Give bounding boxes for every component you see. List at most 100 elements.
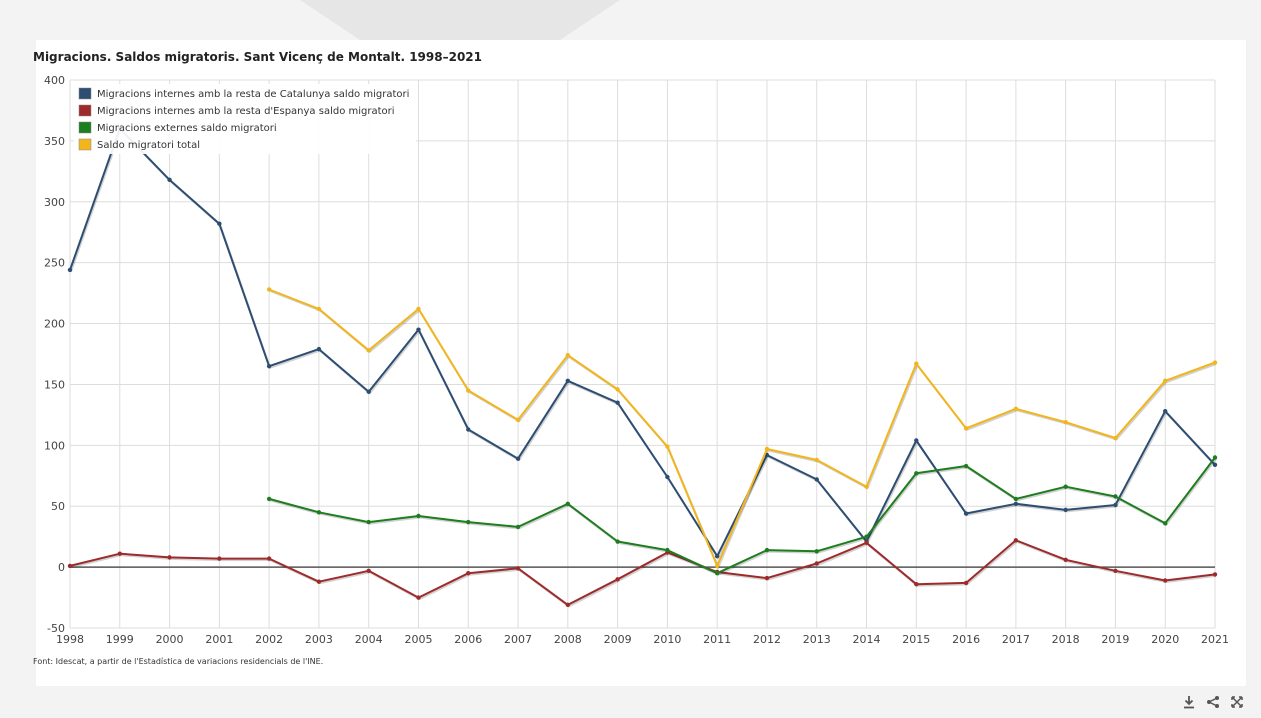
data-point: [914, 438, 919, 443]
legend: Migracions internes amb la resta de Cata…: [74, 84, 416, 154]
x-tick-label: 2011: [703, 633, 731, 646]
data-point: [1113, 502, 1118, 508]
series-line-3: [268, 456, 1216, 575]
data-point: [117, 551, 122, 556]
data-point: [963, 463, 969, 469]
data-point: [1212, 455, 1218, 460]
data-point: [416, 327, 421, 332]
download-icon[interactable]: [1181, 694, 1197, 710]
x-tick-label: 2014: [853, 633, 881, 646]
data-point: [1212, 360, 1218, 365]
x-tick-label: 2020: [1151, 633, 1179, 646]
data-point: [217, 556, 222, 561]
data-point: [565, 353, 571, 358]
data-point: [1013, 501, 1019, 506]
x-tick-label: 2005: [404, 633, 432, 646]
y-tick-label: 150: [44, 378, 65, 391]
x-tick-label: 2003: [305, 633, 333, 646]
fullscreen-icon[interactable]: [1229, 694, 1245, 710]
y-tick-label: 0: [58, 561, 65, 574]
x-tick-label: 2001: [205, 633, 233, 646]
data-point: [565, 501, 571, 506]
data-point: [814, 457, 819, 463]
x-axis: 1998 1999 2000 2001 2002 2003 2004 2005 2006 2007…: [56, 633, 1229, 646]
data-point: [316, 306, 322, 312]
data-point: [67, 563, 73, 569]
data-point: [366, 348, 371, 353]
data-point: [1113, 568, 1118, 573]
data-point: [266, 363, 272, 369]
data-point: [1063, 507, 1068, 513]
data-point: [814, 477, 819, 482]
data-point: [366, 389, 371, 394]
data-point: [914, 361, 919, 366]
x-tick-label: 2000: [156, 633, 184, 646]
data-point: [565, 602, 571, 608]
data-point: [1163, 378, 1168, 383]
legend-label: Migracions internes amb la resta de Cata…: [97, 89, 409, 100]
data-point: [466, 427, 471, 432]
series-line-1: [69, 127, 1216, 558]
y-axis: -50 0 50 100 150 200 250 300 350 400: [44, 74, 65, 635]
data-point: [515, 524, 521, 530]
y-tick-label: 50: [51, 500, 65, 513]
x-tick-label: 2010: [653, 633, 681, 646]
x-tick-label: 2015: [902, 633, 930, 646]
data-point: [714, 563, 720, 569]
y-tick-label: 300: [44, 196, 65, 209]
x-tick-label: 1999: [106, 633, 134, 646]
data-point: [764, 575, 770, 581]
data-point: [416, 306, 421, 312]
legend-swatch: [78, 104, 92, 117]
data-point: [764, 547, 770, 553]
share-icon[interactable]: [1205, 694, 1221, 710]
grid-lines: [69, 79, 1216, 629]
data-point: [864, 484, 869, 489]
x-tick-label: 2019: [1101, 633, 1129, 646]
legend-label: Migracions internes amb la resta d'Espan…: [97, 106, 395, 117]
data-point: [1063, 419, 1068, 425]
x-tick-label: 2004: [355, 633, 383, 646]
data-point: [1113, 435, 1118, 441]
x-tick-label: 2013: [803, 633, 831, 646]
legend-swatch: [78, 87, 92, 100]
x-tick-label: 2006: [454, 633, 482, 646]
data-point: [914, 581, 919, 587]
data-point: [466, 519, 471, 525]
data-point: [167, 177, 172, 183]
data-point: [1113, 494, 1118, 499]
x-tick-label: 2008: [554, 633, 582, 646]
data-point: [1212, 462, 1218, 468]
x-tick-label: 2002: [255, 633, 283, 646]
data-point: [914, 471, 919, 476]
data-point: [1163, 521, 1168, 526]
y-tick-label: -50: [47, 622, 65, 635]
series-line-2: [69, 539, 1216, 606]
data-point: [963, 426, 969, 431]
data-point: [814, 561, 819, 566]
data-point: [764, 446, 770, 452]
data-point: [963, 580, 969, 586]
data-point: [515, 456, 521, 461]
y-tick-label: 250: [44, 257, 65, 270]
data-point: [466, 571, 471, 576]
data-point: [665, 474, 670, 480]
series-shadow: [70, 540, 1217, 608]
y-tick-label: 100: [44, 439, 65, 452]
series-lines: [67, 126, 1218, 608]
data-point: [615, 577, 620, 582]
y-tick-label: 350: [44, 135, 65, 148]
data-point: [316, 346, 322, 352]
data-point: [266, 556, 272, 561]
data-point: [366, 519, 371, 525]
chart-title: Migracions. Saldos migratoris. Sant Vice…: [33, 50, 482, 64]
data-point: [1063, 484, 1068, 489]
x-tick-label: 2016: [952, 633, 980, 646]
series-shadow: [269, 290, 1217, 570]
source-note: Font: Idescat, a partir de l'Estadística…: [33, 657, 324, 666]
x-tick-label: 2021: [1201, 633, 1229, 646]
data-point: [167, 555, 172, 560]
legend-swatch: [78, 121, 92, 134]
data-point: [1212, 572, 1218, 577]
